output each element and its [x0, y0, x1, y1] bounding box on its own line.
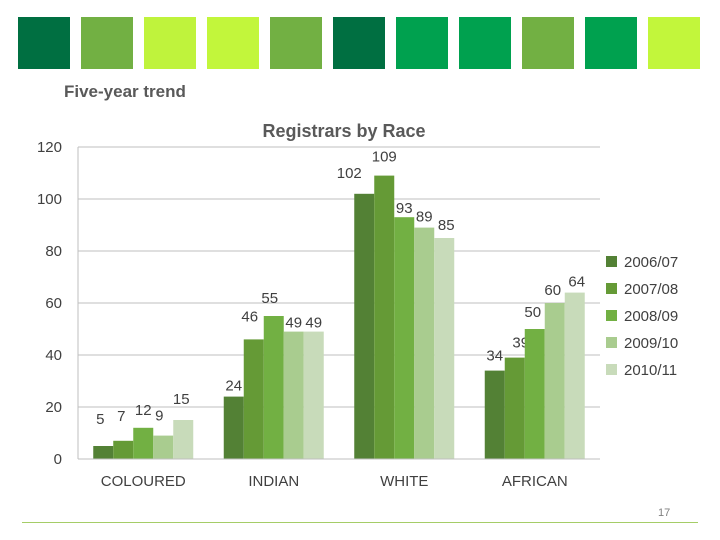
data-label: 50 — [524, 304, 541, 321]
x-tick-label: COLOURED — [101, 473, 186, 490]
legend-label: 2010/11 — [624, 362, 677, 379]
bar — [544, 303, 565, 459]
header-square — [144, 17, 196, 69]
bar — [394, 217, 415, 459]
chart-title: Registrars by Race — [262, 121, 425, 141]
header-square — [585, 17, 637, 69]
legend-label: 2009/10 — [624, 335, 678, 352]
bar — [263, 316, 284, 459]
data-label: 34 — [486, 348, 503, 365]
legend-swatch — [606, 310, 617, 321]
data-label: 109 — [372, 149, 397, 166]
header-square — [396, 17, 448, 69]
legend-swatch — [606, 337, 617, 348]
data-label: 89 — [416, 209, 433, 226]
bar — [374, 175, 395, 459]
legend-swatch — [606, 256, 617, 267]
data-label: 49 — [305, 315, 322, 332]
bar — [283, 331, 304, 459]
y-tick-label: 40 — [45, 347, 62, 364]
y-tick-label: 120 — [37, 139, 62, 156]
header-square — [207, 17, 259, 69]
data-label: 55 — [261, 290, 278, 307]
header-square — [270, 17, 322, 69]
footer-divider — [22, 522, 698, 523]
header-square — [18, 17, 70, 69]
bar — [524, 329, 545, 459]
bar — [173, 420, 194, 459]
header-square — [459, 17, 511, 69]
bar — [484, 370, 505, 459]
bar — [564, 292, 585, 459]
x-tick-label: INDIAN — [248, 473, 299, 490]
header-square — [648, 17, 700, 69]
data-label: 85 — [438, 217, 455, 234]
data-label: 7 — [117, 408, 125, 425]
x-tick-label: WHITE — [380, 473, 428, 490]
legend-swatch — [606, 364, 617, 375]
x-tick-label: AFRICAN — [502, 473, 568, 490]
header-square — [81, 17, 133, 69]
legend-label: 2006/07 — [624, 254, 678, 271]
slide-subtitle: Five-year trend — [64, 82, 186, 101]
legend-swatch — [606, 283, 617, 294]
y-tick-label: 20 — [45, 399, 62, 416]
y-tick-label: 100 — [37, 191, 62, 208]
legend-label: 2008/09 — [624, 308, 678, 325]
data-label: 64 — [568, 274, 585, 291]
y-tick-label: 60 — [45, 295, 62, 312]
bar — [113, 440, 134, 459]
y-tick-label: 0 — [54, 451, 62, 468]
bar — [354, 193, 375, 460]
y-tick-label: 80 — [45, 243, 62, 260]
bar — [303, 331, 324, 459]
bar — [223, 396, 244, 459]
data-label: 5 — [96, 411, 104, 428]
legend-label: 2007/08 — [624, 281, 678, 298]
bar — [504, 357, 525, 459]
bar — [153, 435, 174, 459]
bar — [243, 339, 264, 459]
bar — [93, 446, 114, 459]
bar — [434, 238, 455, 459]
data-label: 102 — [337, 165, 362, 182]
data-label: 9 — [155, 408, 163, 425]
header-square — [333, 17, 385, 69]
data-label: 15 — [173, 391, 190, 408]
page-number: 17 — [658, 507, 671, 519]
data-label: 93 — [396, 200, 413, 217]
data-label: 46 — [241, 308, 258, 325]
data-label: 24 — [225, 378, 242, 395]
data-label: 49 — [285, 315, 302, 332]
data-label: 12 — [135, 402, 152, 419]
data-label: 60 — [544, 282, 561, 299]
header-square — [522, 17, 574, 69]
bar — [414, 227, 435, 459]
bar — [133, 427, 154, 459]
